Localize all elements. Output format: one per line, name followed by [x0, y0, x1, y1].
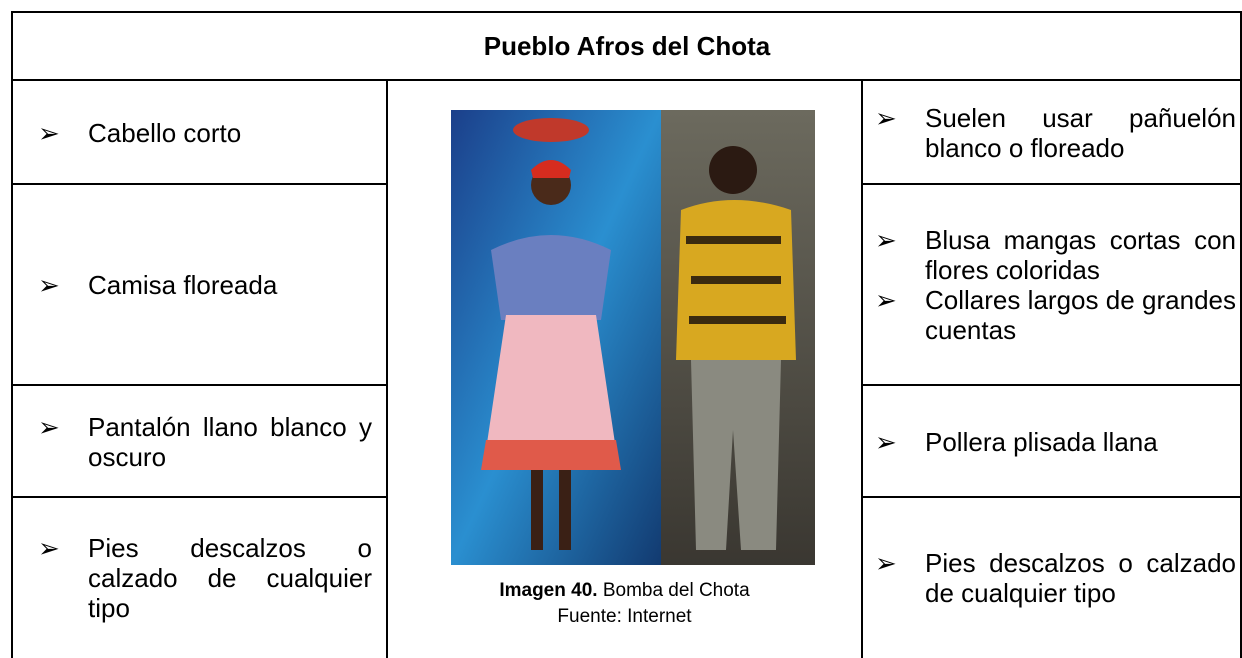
table-cell: Pollera plisada llana	[863, 386, 1240, 497]
item-text: Pies descalzos o calzado de cualquier ti…	[88, 533, 372, 623]
item-text: Pantalón llano blanco y oscuro	[88, 411, 372, 472]
list-item: Pollera plisada llana	[875, 427, 1236, 457]
table-cell: Suelen usar pañuelón blanco o floreado	[863, 81, 1240, 184]
row-border	[861, 496, 1242, 498]
border	[386, 80, 388, 658]
row-border	[861, 384, 1242, 386]
list-item: Cabello corto	[38, 118, 372, 148]
row-border	[11, 496, 388, 498]
list-item: Pies descalzos o calzado de cualquier ti…	[875, 548, 1236, 608]
item-text: Pies descalzos o calzado de cualquier ti…	[925, 548, 1236, 608]
table-cell: Pies descalzos o calzado de cualquier ti…	[13, 498, 386, 658]
item-text: Blusa mangas cortas con flores coloridas	[925, 225, 1236, 285]
table-cell: Pantalón llano blanco y oscuro	[13, 386, 386, 497]
list-item: Suelen usar pañuelón blanco o floreado	[875, 103, 1236, 163]
caption-source: Fuente: Internet	[557, 606, 692, 627]
border	[861, 80, 863, 658]
list-item: Camisa floreada	[38, 270, 372, 300]
table-cell: Cabello corto	[13, 81, 386, 184]
border	[11, 79, 1242, 81]
list-item: Pantalón llano blanco y oscuro	[38, 412, 372, 472]
list-item: Collares largos de grandes cuentas	[875, 285, 1236, 345]
table-cell: Pies descalzos o calzado de cualquier ti…	[863, 498, 1240, 658]
caption-text: Bomba del Chota	[602, 580, 750, 601]
item-text: Collares largos de grandes cuentas	[925, 285, 1236, 345]
table-cell: Camisa floreada	[13, 185, 386, 385]
row-border	[11, 183, 388, 185]
table-title: Pueblo Afros del Chota	[483, 30, 771, 61]
border	[11, 11, 1242, 13]
photo	[451, 110, 815, 565]
row-border	[861, 183, 1242, 185]
table-cell: Blusa mangas cortas con flores coloridas…	[863, 185, 1240, 385]
item-text: Cabello corto	[88, 117, 242, 148]
border	[11, 11, 13, 658]
caption-label: Imagen 40.	[499, 580, 598, 601]
list-item: Pies descalzos o calzado de cualquier ti…	[38, 533, 372, 623]
row-border	[11, 384, 388, 386]
item-text: Camisa floreada	[88, 270, 278, 300]
border	[1240, 11, 1242, 658]
item-text: Pollera plisada llana	[925, 426, 1158, 457]
caption: Imagen 40. Bomba del Chota	[387, 580, 862, 602]
list-item: Blusa mangas cortas con flores coloridas	[875, 225, 1236, 285]
item-text: Suelen usar pañuelón blanco o floreado	[925, 102, 1236, 163]
